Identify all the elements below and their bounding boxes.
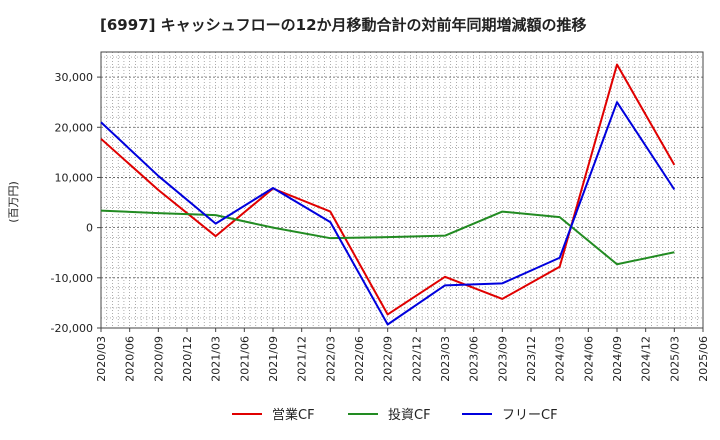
y-tick-label: -20,000: [51, 322, 93, 335]
x-tick-label: 2021/03: [210, 336, 223, 382]
x-tick-label: 2023/12: [525, 336, 538, 382]
x-tick-label: 2023/06: [468, 336, 481, 382]
x-tick-label: 2024/12: [640, 336, 653, 382]
legend-label: フリーCF: [502, 408, 558, 423]
y-tick-label: 20,000: [55, 121, 94, 134]
x-tick-label: 2021/12: [296, 336, 309, 382]
x-tick-label: 2022/06: [353, 336, 366, 382]
y-tick-label: 10,000: [55, 171, 94, 184]
x-tick-label: 2025/03: [668, 336, 681, 382]
chart-title: [6997] キャッシュフローの12か月移動合計の対前年同期増減額の推移: [100, 16, 587, 34]
y-tick-label: 30,000: [55, 71, 94, 84]
plot-frame: [100, 51, 704, 329]
x-tick-label: 2025/06: [697, 336, 710, 382]
y-tick-label: -10,000: [51, 272, 93, 285]
x-tick-label: 2021/09: [267, 336, 280, 382]
x-tick-label: 2023/09: [496, 336, 509, 382]
x-tick-label: 2024/03: [554, 336, 567, 382]
x-tick-label: 2022/09: [382, 336, 395, 382]
x-tick-label: 2021/06: [238, 336, 251, 382]
y-axis-label: (百万円): [7, 181, 20, 223]
legend-label: 投資CF: [388, 407, 431, 423]
x-tick-label: 2023/03: [439, 336, 452, 382]
legend-label: 営業CF: [272, 407, 315, 423]
x-tick-label: 2020/09: [152, 336, 165, 382]
y-tick-labels: 30,000 20,000 10,000 0 -10,000 -20,000: [51, 71, 101, 335]
x-tick-label: 2022/12: [410, 336, 423, 382]
series-lines: [100, 63, 676, 326]
y-tick-label: 0: [86, 222, 93, 235]
series-line-0: [100, 63, 676, 316]
x-tick-label: 2020/12: [181, 336, 194, 382]
grid-lines: [101, 52, 703, 328]
x-tick-label: 2024/06: [582, 336, 595, 382]
x-tick-label: 2024/09: [611, 336, 624, 382]
x-tick-labels: 2020/03 2020/06 2020/09 2020/12 2021/03 2021/…: [95, 328, 710, 382]
x-tick-label: 2020/03: [95, 336, 108, 382]
x-tick-label: 2020/06: [124, 336, 137, 382]
x-tick-label: 2022/03: [324, 336, 337, 382]
legend: 営業CF 投資CF フリーCF: [232, 407, 558, 423]
